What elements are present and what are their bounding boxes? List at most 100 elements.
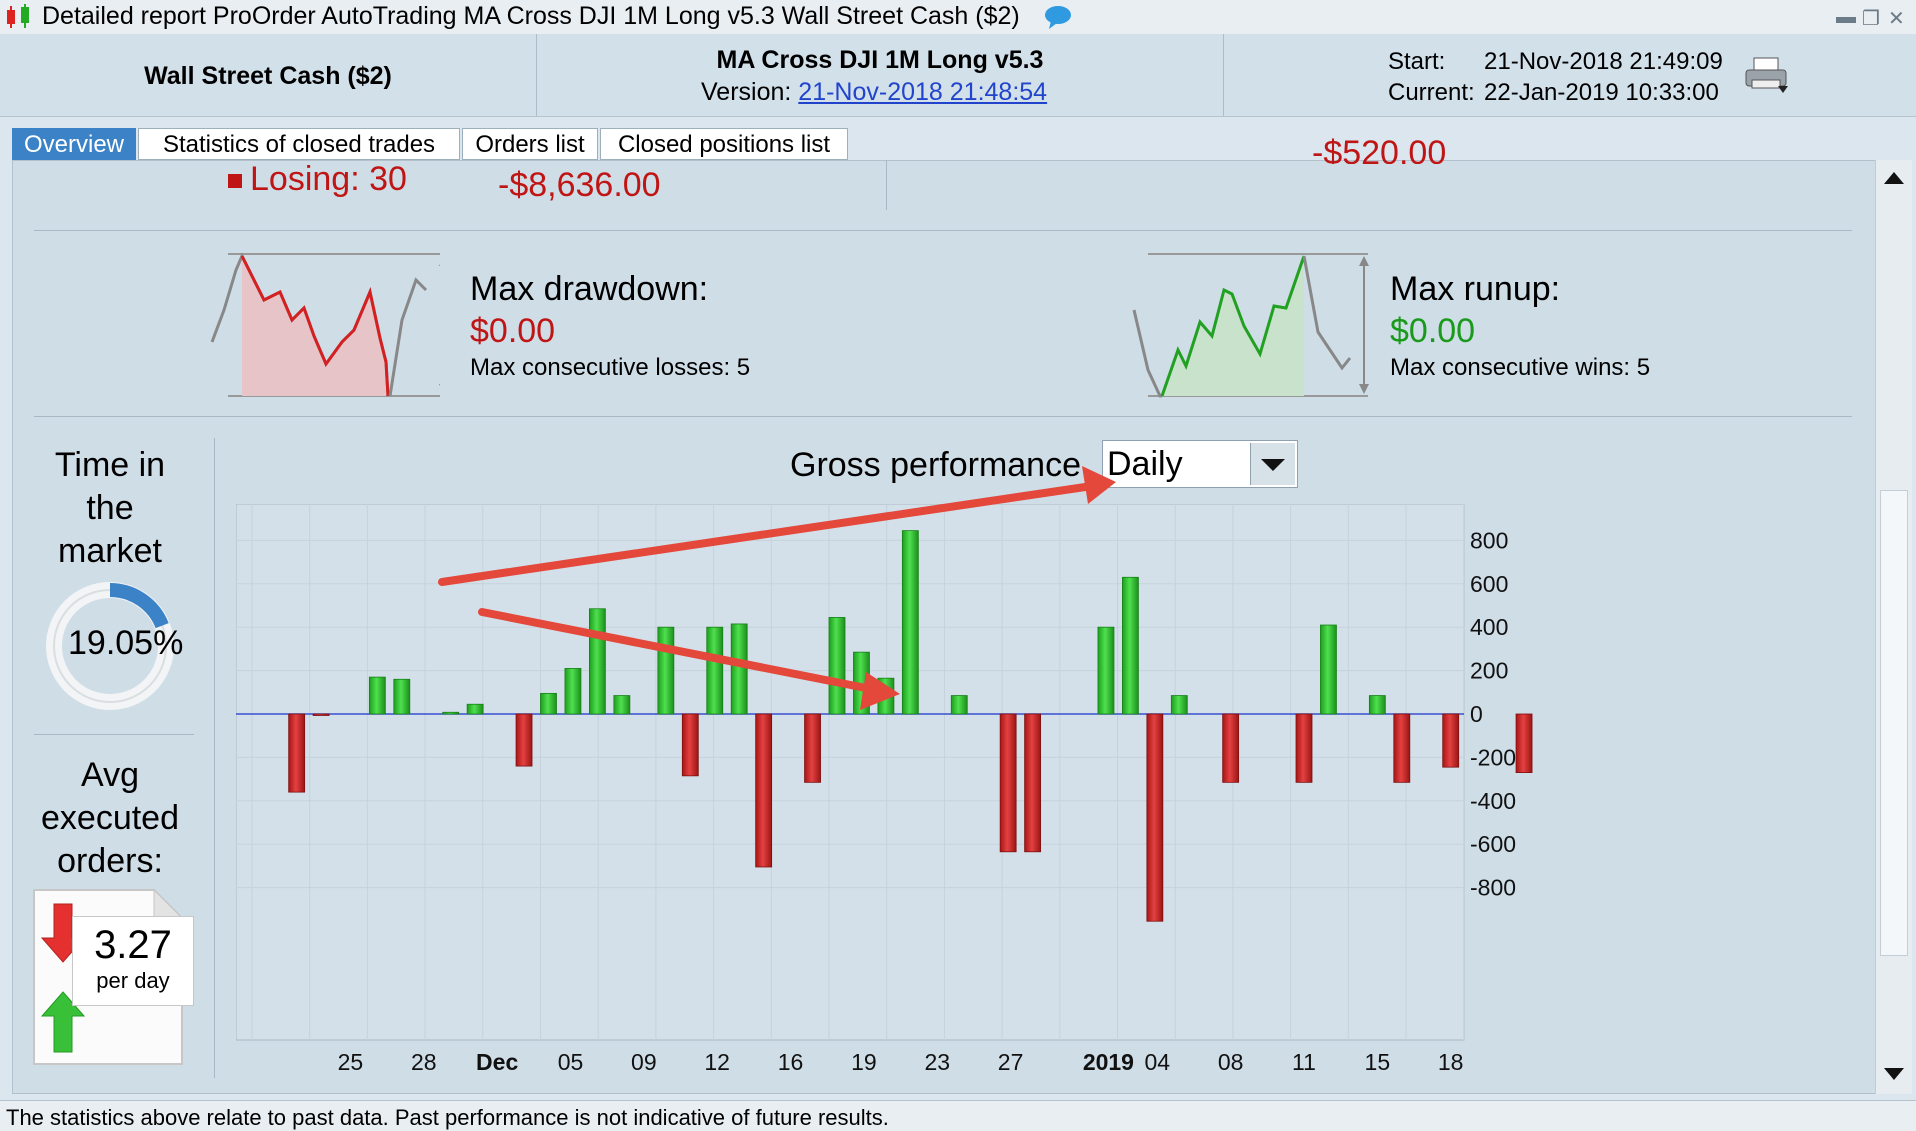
tab-closed-positions-list[interactable]: Closed positions list bbox=[600, 128, 848, 160]
gain-bar bbox=[657, 626, 675, 715]
printer-icon[interactable] bbox=[1744, 56, 1790, 96]
runup-value: $0.00 bbox=[1390, 312, 1476, 350]
loss-bar bbox=[1393, 713, 1411, 783]
chat-bubble-icon[interactable] bbox=[1043, 4, 1073, 30]
losing-count: Losing: 30 bbox=[228, 160, 407, 199]
disclaimer-text: The statistics above relate to past data… bbox=[6, 1105, 889, 1130]
divider bbox=[214, 438, 215, 1078]
gain-bar bbox=[853, 651, 870, 715]
losing-amount: -$8,636.00 bbox=[498, 166, 661, 204]
gain-bar bbox=[901, 530, 919, 715]
divider bbox=[886, 160, 887, 210]
gain-bar bbox=[877, 677, 895, 715]
runup-consecutive: Max consecutive wins: 5 bbox=[1390, 354, 1651, 381]
gain-bar bbox=[730, 623, 748, 715]
drawdown-consecutive: Max consecutive losses: 5 bbox=[470, 354, 751, 381]
x-tick-label: 12 bbox=[704, 1049, 730, 1075]
divider bbox=[34, 416, 1852, 417]
scroll-thumb[interactable] bbox=[1880, 490, 1908, 956]
loss-bar bbox=[1515, 713, 1533, 773]
x-tick-label: 16 bbox=[778, 1049, 804, 1075]
dropdown-button[interactable] bbox=[1250, 443, 1295, 485]
version-label: Version: bbox=[701, 78, 792, 106]
strategy-cell: MA Cross DJI 1M Long v5.3 Version: 21-No… bbox=[537, 34, 1224, 116]
avg-orders-value: 3.27 bbox=[94, 923, 172, 967]
close-icon[interactable]: ✕ bbox=[1888, 8, 1905, 30]
gain-bar bbox=[466, 703, 484, 715]
plot-area bbox=[236, 504, 1465, 1041]
gain-bar bbox=[613, 695, 631, 715]
tab-orders-list[interactable]: Orders list bbox=[462, 128, 598, 160]
period-dropdown[interactable]: Daily bbox=[1102, 440, 1298, 488]
divider bbox=[34, 734, 194, 735]
runup-mini-chart bbox=[1132, 253, 1369, 398]
avg-orders-label: Avg executed orders: bbox=[41, 756, 179, 880]
account-name: Wall Street Cash ($2) bbox=[144, 62, 392, 90]
y-tick-label: -800 bbox=[1470, 875, 1516, 901]
gain-bar bbox=[1170, 695, 1188, 715]
x-tick-label: 19 bbox=[851, 1049, 877, 1075]
title-bar: Detailed report ProOrder AutoTrading MA … bbox=[0, 0, 1916, 35]
loss-bar bbox=[312, 713, 330, 716]
gross-performance-chart: 25 28 Dec 05 09 12 16 19 23 27 2019 04 08 11 15 18 800 6… bbox=[236, 504, 1533, 1075]
restore-icon[interactable]: ❐ bbox=[1862, 8, 1880, 30]
loss-bar bbox=[1295, 713, 1313, 783]
minimize-icon[interactable]: ▬ bbox=[1836, 6, 1856, 28]
x-tick-label: 27 bbox=[998, 1049, 1024, 1075]
x-tick-label: 11 bbox=[1292, 1049, 1316, 1075]
gain-bar bbox=[950, 695, 968, 715]
tab-statistics-closed-trades[interactable]: Statistics of closed trades bbox=[138, 128, 460, 160]
x-tick-label: 15 bbox=[1365, 1049, 1391, 1075]
loss-bar bbox=[804, 713, 821, 783]
loss-bar bbox=[1222, 713, 1240, 783]
drawdown-title: Max drawdown: bbox=[470, 270, 709, 308]
gain-bar bbox=[564, 668, 582, 715]
strategy-name: MA Cross DJI 1M Long v5.3 bbox=[716, 46, 1044, 74]
gain-bar bbox=[368, 676, 386, 715]
y-tick-label: 800 bbox=[1470, 527, 1508, 553]
scroll-down-button[interactable] bbox=[1876, 1056, 1912, 1092]
current-label: Current: bbox=[1388, 79, 1475, 106]
start-label: Start: bbox=[1388, 48, 1446, 75]
gain-bar bbox=[442, 711, 460, 715]
gain-bar bbox=[540, 692, 557, 715]
dates-cell: Start: 21-Nov-2018 21:49:09 Current: 22-Ja… bbox=[1224, 34, 1916, 116]
vertical-scrollbar[interactable] bbox=[1875, 160, 1912, 1094]
gain-bar bbox=[588, 608, 606, 715]
drawdown-value: $0.00 bbox=[470, 312, 556, 350]
window-title: Detailed report ProOrder AutoTrading MA … bbox=[42, 2, 1020, 30]
partially-hidden-value: -$520.00 bbox=[1312, 134, 1447, 164]
start-value: 21-Nov-2018 21:49:09 bbox=[1484, 48, 1723, 75]
version-line: Version: 21-Nov-2018 21:48:54 bbox=[701, 78, 1047, 107]
gain-bar bbox=[1368, 695, 1386, 715]
y-tick-label: 0 bbox=[1470, 701, 1483, 727]
gain-bar bbox=[1122, 576, 1139, 715]
x-tick-label: Dec bbox=[476, 1049, 518, 1075]
y-tick-label: 600 bbox=[1470, 571, 1508, 597]
scroll-up-button[interactable] bbox=[1876, 160, 1912, 196]
x-tick-label: 08 bbox=[1218, 1049, 1244, 1075]
gain-bar bbox=[828, 617, 846, 715]
loss-bar bbox=[1146, 713, 1164, 922]
version-link[interactable]: 21-Nov-2018 21:48:54 bbox=[798, 78, 1048, 106]
period-value: Daily bbox=[1107, 445, 1183, 483]
x-tick-label: 25 bbox=[338, 1049, 364, 1075]
loss-bar bbox=[755, 713, 773, 868]
gain-bar bbox=[393, 678, 411, 715]
tab-overview[interactable]: Overview bbox=[12, 128, 136, 160]
y-tick-label: 200 bbox=[1470, 658, 1508, 684]
avg-orders-box: 3.27 per day bbox=[72, 916, 194, 1006]
status-bar: The statistics above relate to past data… bbox=[0, 1100, 1916, 1131]
current-value: 22-Jan-2019 10:33:00 bbox=[1484, 79, 1719, 106]
loss-bar bbox=[999, 713, 1017, 853]
time-in-market-value: 19.05% bbox=[68, 624, 184, 662]
loss-bar bbox=[1024, 713, 1042, 853]
drawdown-mini-chart bbox=[210, 252, 440, 397]
x-tick-label: 09 bbox=[631, 1049, 657, 1075]
gain-bar bbox=[1320, 624, 1337, 715]
dates: Start: 21-Nov-2018 21:49:09 Current: 22-Ja… bbox=[1388, 46, 1723, 108]
loss-bar bbox=[288, 713, 306, 793]
x-tick-label: 28 bbox=[411, 1049, 437, 1075]
time-in-market-label: Time in the market bbox=[54, 446, 166, 570]
arrow-down-icon bbox=[1884, 1068, 1904, 1080]
